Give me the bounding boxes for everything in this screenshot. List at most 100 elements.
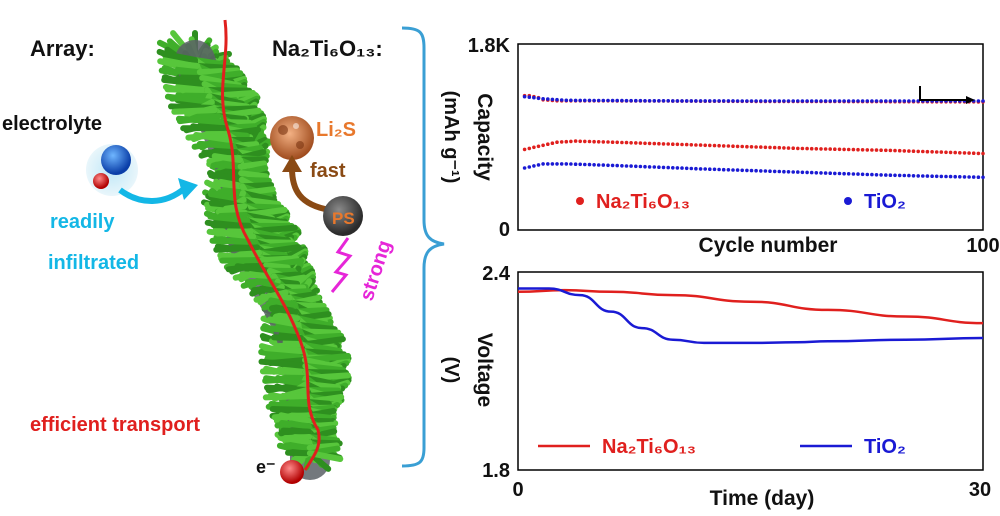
capacity-point-series-1 (953, 150, 957, 155)
capacity-point-series-2 (791, 99, 795, 103)
capacity-point-series-3 (634, 164, 638, 169)
capacity-point-series-1 (791, 146, 795, 150)
capacity-point-series-2 (638, 98, 643, 103)
capacity-point-series-1 (652, 141, 657, 146)
capacity-point-series-1 (768, 145, 772, 150)
nanorod (259, 293, 293, 301)
electron-transport-path (221, 19, 321, 471)
capacity-point-series-3 (786, 170, 791, 174)
capacity-point-series-1 (907, 149, 911, 153)
capacity-point-series-3 (583, 162, 587, 167)
capacity-point-series-1 (573, 139, 578, 143)
infiltration-arrowhead-icon (178, 178, 198, 200)
capacity-point-series-2 (532, 95, 536, 100)
capacity-point-series-2 (712, 99, 717, 103)
capacity-point-series-2 (805, 99, 809, 103)
capacity-point-series-2 (740, 99, 744, 103)
capacity-point-series-3 (657, 165, 661, 169)
nanorod (196, 67, 241, 75)
capacity-point-series-3 (842, 171, 846, 176)
capacity-point-series-1 (601, 140, 606, 144)
capacity-point-series-2 (569, 98, 573, 103)
capacity-point-series-1 (634, 141, 638, 145)
capacity-point-series-2 (754, 99, 758, 103)
capacity-point-series-1 (860, 148, 865, 152)
capacity-point-series-2 (888, 99, 893, 103)
nanorod (263, 262, 291, 271)
capacity-point-series-2 (851, 99, 856, 103)
capacity-point-series-2 (749, 99, 754, 103)
voltage-ytick-top: 2.4 (482, 263, 511, 285)
capacity-point-series-3 (851, 172, 856, 176)
capacity-point-series-3 (675, 166, 680, 170)
capacity-point-series-3 (893, 173, 897, 178)
nanorod (167, 68, 203, 75)
capacity-point-series-3 (731, 168, 735, 172)
capacity-point-series-3 (606, 163, 610, 168)
capacity-point-series-3 (772, 169, 777, 174)
capacity-point-series-3 (768, 169, 772, 173)
capacity-point-series-1 (879, 148, 883, 152)
capacity-point-series-2 (865, 99, 870, 103)
capacity-point-series-3 (930, 174, 934, 178)
capacity-x-axis-label: Cycle number (699, 234, 838, 257)
nanorod-array-illustration (156, 19, 352, 480)
capacity-point-series-1 (671, 142, 675, 146)
nanorod (258, 358, 309, 369)
capacity-point-series-3 (814, 171, 819, 175)
capacity-point-series-2 (536, 96, 541, 101)
capacity-point-series-2 (884, 99, 888, 103)
capacity-point-series-2 (596, 98, 601, 103)
capacity-point-series-1 (888, 148, 893, 153)
capacity-point-series-2 (879, 99, 883, 103)
capacity-point-series-3 (569, 162, 573, 166)
capacity-point-series-3 (587, 162, 592, 167)
capacity-points (522, 93, 985, 180)
capacity-point-series-3 (536, 163, 541, 167)
capacity-y-axis-label: Capacity (473, 93, 496, 181)
voltage-y-axis-unit: (V) (440, 357, 462, 384)
capacity-point-series-2 (874, 99, 879, 103)
capacity-point-series-3 (721, 167, 726, 172)
capacity-point-series-1 (851, 147, 856, 152)
capacity-point-series-1 (643, 141, 647, 146)
capacity-point-series-3 (860, 172, 865, 177)
capacity-point-series-3 (759, 169, 763, 173)
capacity-point-series-3 (610, 163, 615, 168)
capacity-point-series-3 (698, 167, 703, 171)
capacity-point-series-1 (735, 144, 740, 149)
capacity-point-series-3 (647, 165, 652, 169)
nanorod (213, 172, 245, 183)
capacity-point-series-2 (842, 99, 846, 103)
capacity-point-series-3 (782, 169, 786, 174)
capacity-point-series-1 (763, 145, 768, 150)
capacity-point-series-2 (527, 95, 532, 99)
fast-label: fast (310, 160, 346, 182)
capacity-point-series-1 (823, 147, 828, 151)
capacity-point-series-2 (634, 98, 638, 103)
nanorod (274, 341, 306, 350)
capacity-point-series-2 (782, 99, 786, 103)
capacity-point-series-1 (712, 143, 717, 148)
capacity-point-series-3 (735, 168, 740, 172)
capacity-point-series-2 (823, 99, 828, 103)
nanorod (164, 86, 210, 93)
capacity-point-series-3 (925, 174, 930, 178)
capacity-point-series-2 (675, 99, 680, 103)
capacity-point-series-3 (652, 165, 657, 169)
capacity-point-series-3 (643, 164, 647, 169)
capacity-point-series-3 (749, 168, 754, 173)
capacity-point-series-1 (721, 144, 726, 148)
capacity-point-series-3 (661, 165, 666, 170)
capacity-point-series-1 (596, 140, 601, 144)
nanorod (306, 442, 340, 451)
capacity-point-series-2 (573, 98, 578, 103)
legend-marker-nto (576, 197, 584, 205)
nanorod (259, 255, 300, 263)
capacity-point-series-3 (823, 171, 828, 175)
capacity-point-series-3 (550, 162, 555, 166)
capacity-point-series-2 (731, 99, 735, 103)
voltage-legend-tio2: TiO₂ (864, 436, 906, 458)
capacity-point-series-2 (657, 99, 661, 103)
